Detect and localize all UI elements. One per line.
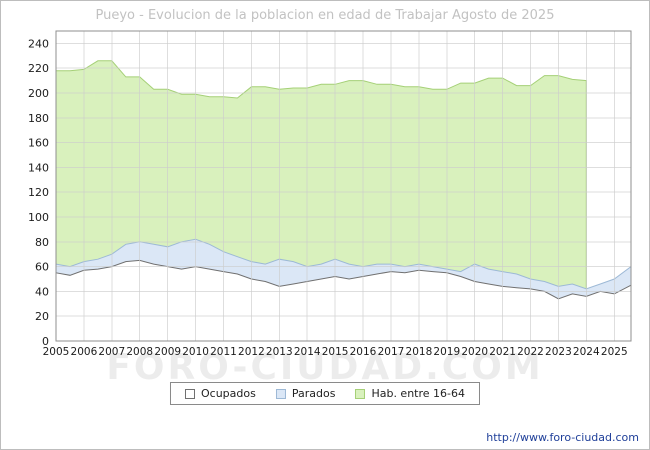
legend-item-parados: Parados [275,387,336,400]
svg-text:200: 200 [28,87,49,100]
svg-text:2016: 2016 [350,346,377,358]
svg-text:2021: 2021 [489,346,516,358]
svg-text:2011: 2011 [210,346,237,358]
area-ocupados [55,259,632,342]
gridlines [55,31,631,342]
svg-text:180: 180 [28,112,49,125]
footer-url[interactable]: http://www.foro-ciudad.com [486,431,639,444]
legend-swatch-parados [275,388,286,399]
svg-text:2008: 2008 [126,346,153,358]
legend-swatch-hab-16-64 [355,388,366,399]
svg-text:2025: 2025 [601,346,628,358]
legend-item-hab-16-64: Hab. entre 16-64 [355,387,465,400]
svg-text:160: 160 [28,137,49,150]
svg-text:2020: 2020 [461,346,488,358]
svg-text:20: 20 [35,310,49,323]
svg-text:2007: 2007 [98,346,125,358]
svg-text:2014: 2014 [294,346,321,358]
svg-text:240: 240 [28,37,49,50]
plot-frame [55,30,632,342]
svg-text:2005: 2005 [43,346,70,358]
svg-text:220: 220 [28,62,49,75]
svg-text:2017: 2017 [378,346,405,358]
svg-text:2010: 2010 [182,346,209,358]
svg-text:2015: 2015 [322,346,349,358]
legend: Ocupados Parados Hab. entre 16-64 [169,382,481,405]
svg-text:100: 100 [28,211,49,224]
svg-text:0: 0 [42,335,49,348]
svg-text:2006: 2006 [71,346,98,358]
chart-title: Pueyo - Evolucion de la poblacion en eda… [95,8,555,23]
legend-label-hab-16-64: Hab. entre 16-64 [371,387,466,400]
legend-label-ocupados: Ocupados [200,387,256,400]
svg-text:140: 140 [28,161,49,174]
svg-text:2013: 2013 [266,346,293,358]
series-areas [55,60,632,342]
svg-text:2022: 2022 [517,346,544,358]
svg-text:40: 40 [35,285,49,298]
svg-text:2024: 2024 [573,346,600,358]
svg-text:2023: 2023 [545,346,572,358]
legend-item-ocupados: Ocupados [184,387,256,400]
svg-text:2012: 2012 [238,346,265,358]
svg-text:2009: 2009 [154,346,181,358]
legend-swatch-ocupados [184,388,195,399]
svg-text:120: 120 [28,186,49,199]
legend-label-parados: Parados [291,387,336,400]
svg-text:2019: 2019 [433,346,460,358]
svg-text:80: 80 [35,236,49,249]
svg-text:2018: 2018 [406,346,433,358]
svg-text:60: 60 [35,261,49,274]
